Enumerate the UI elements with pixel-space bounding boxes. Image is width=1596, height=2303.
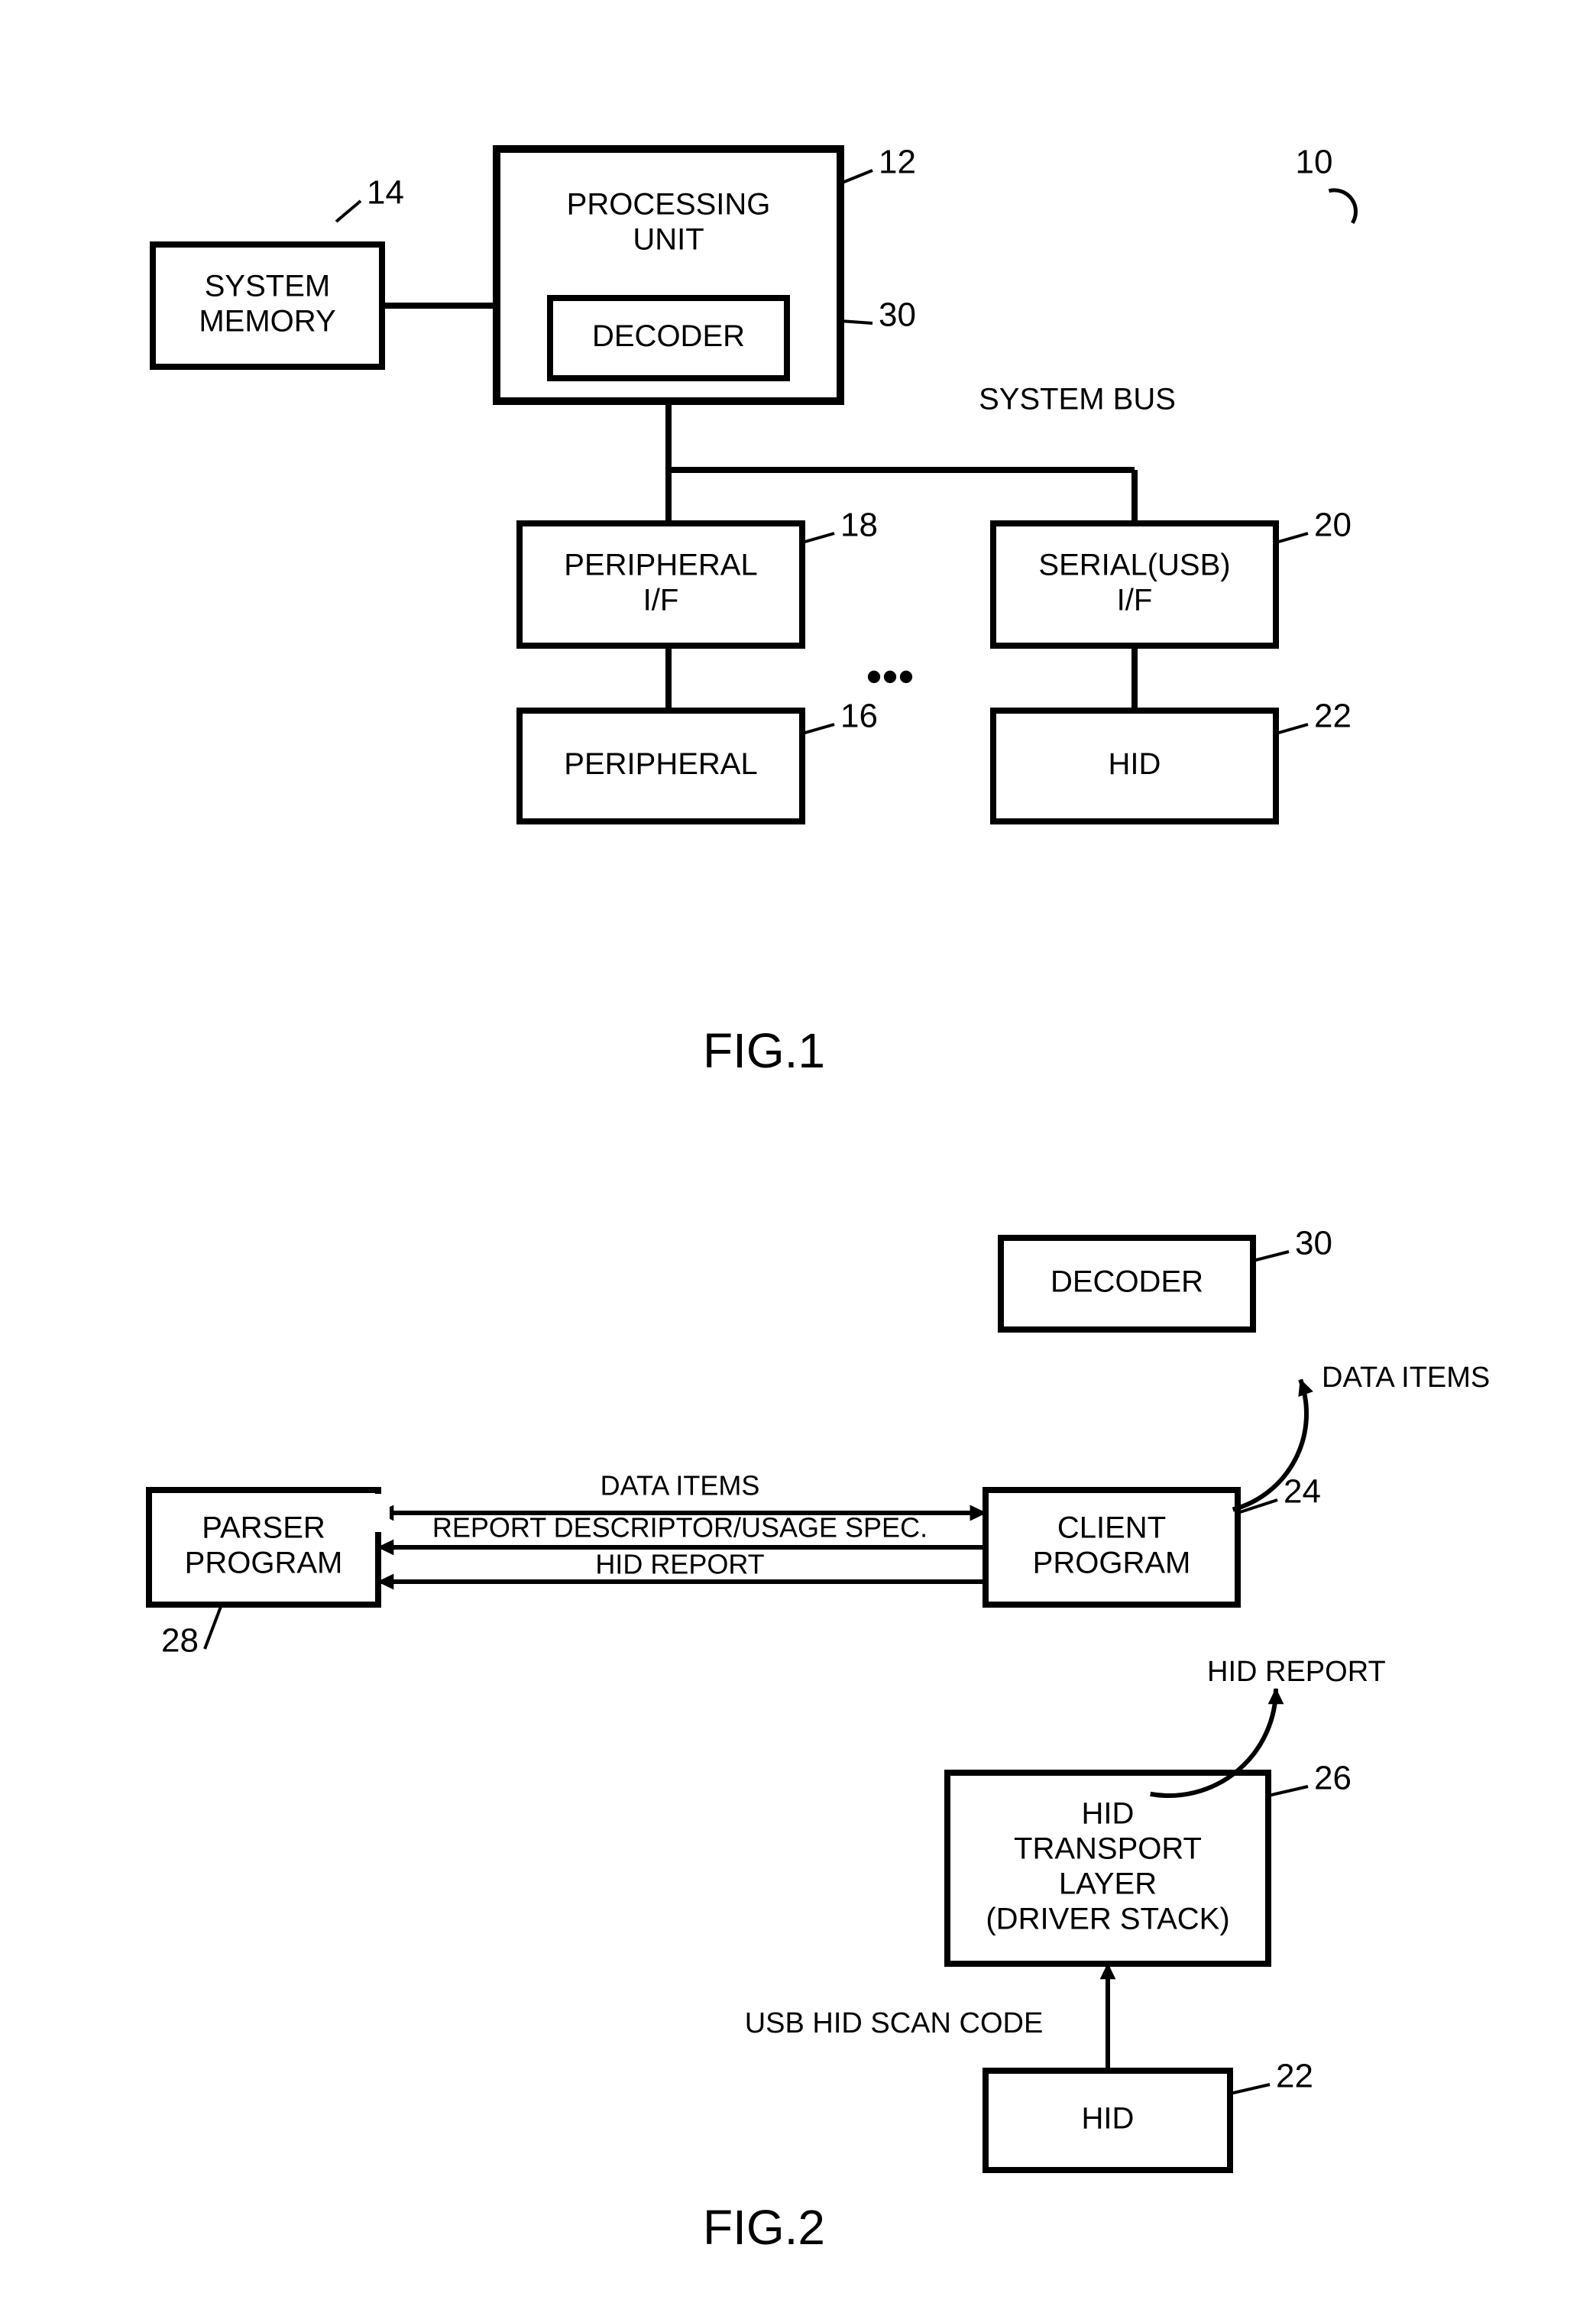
system-bus-label: SYSTEM BUS bbox=[979, 383, 1176, 416]
fig2-mid-label-0: DATA ITEMS bbox=[601, 1470, 760, 1501]
fig2-arrow-label-2: USB HID SCAN CODE bbox=[745, 2007, 1044, 2039]
fig2-hid-transport-box-label: (DRIVER STACK) bbox=[986, 1903, 1229, 1936]
peripheral-box-ref-line bbox=[802, 724, 834, 734]
fig2-hid-transport-box-label: TRANSPORT bbox=[1014, 1832, 1202, 1866]
fig1-ref-10: 10 bbox=[1296, 144, 1333, 181]
arrow-head bbox=[1299, 1380, 1313, 1397]
serial-usb-if-box-ref-line bbox=[1276, 533, 1308, 543]
processing-unit-box-ref-line bbox=[840, 170, 872, 183]
fig2-client-program-box-label: PROGRAM bbox=[1033, 1547, 1191, 1580]
hid-box-label: HID bbox=[1109, 747, 1161, 781]
fig2-hid-transport-box-label: HID bbox=[1082, 1797, 1135, 1831]
system-memory-box-ref-line bbox=[336, 201, 361, 222]
fig2-hid-box-ref: 22 bbox=[1276, 2058, 1313, 2095]
fig2-hid-transport-box-ref-line bbox=[1268, 1786, 1308, 1796]
fig2-client-program-box-ref: 24 bbox=[1284, 1473, 1321, 1511]
mask bbox=[359, 1494, 390, 1532]
processing-unit-box-label: PROCESSING bbox=[567, 188, 771, 222]
fig2-decoder-box-ref: 30 bbox=[1295, 1225, 1332, 1262]
fig1-ref-10-arc bbox=[1329, 190, 1355, 223]
fig2-hid-transport-box-label: LAYER bbox=[1059, 1867, 1157, 1901]
fig2-parser-program-box-label: PROGRAM bbox=[185, 1547, 343, 1580]
fig2-hid-transport-box-ref: 26 bbox=[1314, 1760, 1352, 1797]
serial-usb-if-box-label: SERIAL(USB) bbox=[1038, 549, 1230, 582]
hid-box-ref: 22 bbox=[1314, 698, 1352, 735]
ellipsis: ••• bbox=[866, 651, 914, 702]
peripheral-box-ref: 16 bbox=[840, 698, 878, 735]
arrow-head bbox=[1268, 1689, 1283, 1704]
fig1-caption: FIG.1 bbox=[703, 1023, 825, 1078]
peripheral-if-box-label: I/F bbox=[643, 584, 679, 617]
fig2-hid-box-ref-line bbox=[1230, 2084, 1270, 2094]
system-memory-box-label: MEMORY bbox=[199, 305, 335, 338]
peripheral-box-label: PERIPHERAL bbox=[564, 747, 757, 781]
fig2-decoder-box-ref-line bbox=[1253, 1252, 1289, 1261]
fig1: SYSTEMMEMORY 14 PROCESSINGUNIT 12 DECODER 30 P… bbox=[153, 144, 1356, 1078]
fig2-parser-program-box-ref-line bbox=[205, 1605, 222, 1649]
fig2-parser-program-box-ref: 28 bbox=[161, 1622, 199, 1660]
serial-usb-if-box-label: I/F bbox=[1117, 584, 1153, 617]
hid-box-ref-line bbox=[1276, 724, 1308, 734]
decoder-box-ref-line bbox=[840, 321, 872, 323]
system-memory-box-label: SYSTEM bbox=[205, 270, 330, 303]
processing-unit-box-label: UNIT bbox=[633, 223, 704, 257]
fig2-hid-box-label: HID bbox=[1082, 2102, 1135, 2136]
fig2-parser-program-box-label: PARSER bbox=[202, 1511, 325, 1545]
fig2-decoder-box-label: DECODER bbox=[1051, 1265, 1203, 1299]
fig2: DECODER30CLIENTPROGRAM24PARSERPROGRAM28H… bbox=[149, 1225, 1490, 2255]
fig2-arrow-label-1: HID REPORT bbox=[1207, 1656, 1386, 1688]
decoder-box-ref: 30 bbox=[879, 296, 916, 334]
processing-unit-box-ref: 12 bbox=[879, 144, 916, 181]
peripheral-if-box-ref: 18 bbox=[840, 507, 878, 544]
peripheral-if-box-label: PERIPHERAL bbox=[564, 549, 757, 582]
fig2-client-program-box-label: CLIENT bbox=[1057, 1511, 1166, 1545]
serial-usb-if-box-ref: 20 bbox=[1314, 507, 1352, 544]
fig2-mid-label-2: HID REPORT bbox=[595, 1549, 764, 1580]
fig2-mid-label-1: REPORT DESCRIPTOR/USAGE SPEC. bbox=[432, 1512, 927, 1543]
fig2-caption: FIG.2 bbox=[703, 2200, 825, 2255]
system-memory-box-ref: 14 bbox=[367, 174, 404, 212]
fig2-arrow-label-0: DATA ITEMS bbox=[1322, 1362, 1490, 1394]
decoder-box-label: DECODER bbox=[592, 319, 745, 353]
peripheral-if-box-ref-line bbox=[802, 533, 834, 543]
